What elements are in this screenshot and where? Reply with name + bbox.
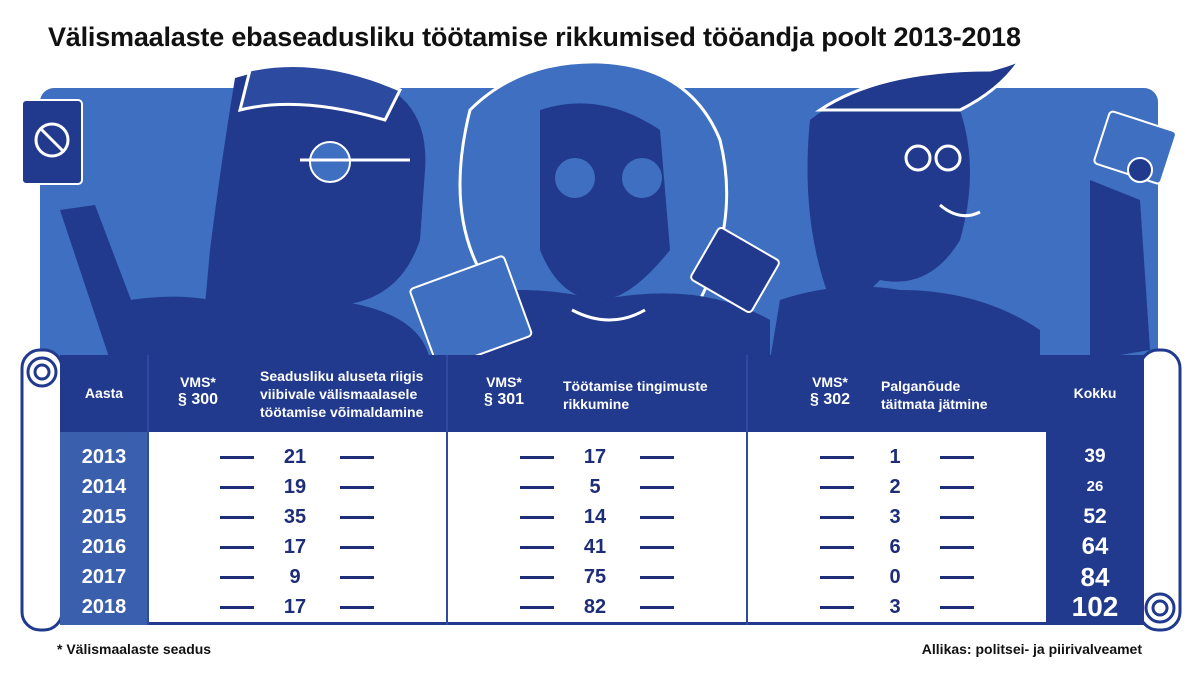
year-cell: 2016 [81, 536, 127, 558]
table-row: 2015 35 14 3 52 [60, 502, 1144, 532]
total-cell: 52 [1083, 505, 1107, 528]
table-row: 2014 19 5 2 26 [60, 472, 1144, 502]
year-cell: 2015 [81, 506, 127, 528]
s300-cell: 35 [283, 506, 307, 528]
woman-glasses-right-icon [622, 158, 662, 198]
source-credit: Allikas: politsei- ja piirivalveamet [921, 641, 1142, 657]
left-person-figure [21, 64, 430, 360]
right-person-figure [770, 56, 1177, 360]
header-s300: VMS* § 300 Seadusliku aluseta riigis vii… [177, 368, 424, 420]
s300-cell: 17 [283, 536, 307, 558]
total-cell: 39 [1084, 446, 1106, 467]
total-cell: 84 [1080, 562, 1110, 592]
scroll-right-end [1138, 348, 1182, 632]
table-row: 2013 21 17 1 39 [60, 442, 1144, 472]
total-cell: 64 [1081, 533, 1109, 560]
s301-cell: 5 [589, 476, 601, 498]
year-cell: 2018 [81, 596, 127, 618]
s302-cell: 1 [889, 446, 901, 468]
no-sign-icon [34, 122, 70, 158]
s301-cell: 75 [583, 566, 607, 588]
header-year: Aasta [84, 385, 124, 401]
header-total: Kokku [1073, 385, 1117, 401]
s300-cell: 19 [283, 476, 307, 498]
header-s302: VMS* § 302 Palganõude täitmata jätmine [809, 374, 988, 412]
middle-person-figure [409, 60, 780, 370]
s302-cell: 0 [889, 566, 901, 588]
s301-cell: 14 [583, 506, 607, 528]
year-column-bg [60, 432, 148, 625]
column-divider [746, 355, 748, 625]
violations-table: Aasta VMS* § 300 Seadusliku aluseta riig… [60, 355, 1144, 625]
year-cell: 2014 [81, 476, 127, 498]
table-row: 2018 17 82 3 102 [60, 592, 1144, 622]
table-row: 2016 17 41 6 64 [60, 532, 1144, 562]
column-divider [446, 355, 448, 625]
table-header [60, 355, 1144, 432]
s302-cell: 3 [889, 506, 901, 528]
s300-cell: 21 [283, 446, 307, 468]
s302-cell: 6 [889, 536, 901, 558]
s301-cell: 17 [583, 446, 607, 468]
money-icon [1093, 110, 1177, 185]
s300-cell: 17 [283, 596, 307, 618]
header-s301: VMS* § 301 Töötamise tingimuste rikkumin… [483, 374, 708, 412]
total-column-bg [1046, 355, 1144, 625]
total-cell: 26 [1086, 478, 1104, 495]
total-cell: 102 [1071, 591, 1119, 622]
page-title: Välismaalaste ebaseadusliku töötamise ri… [48, 22, 1021, 52]
scroll-left-end [20, 348, 64, 632]
column-divider [147, 355, 149, 625]
s301-cell: 41 [583, 536, 607, 558]
s302-cell: 3 [889, 596, 901, 618]
left-glasses-icon [309, 141, 351, 183]
right-glasses-right-icon [934, 144, 962, 172]
footnote: * Välismaalaste seadus [57, 641, 212, 657]
s302-cell: 2 [889, 476, 901, 498]
year-cell: 2013 [81, 446, 127, 468]
s301-cell: 82 [583, 596, 607, 618]
right-glasses-left-icon [904, 144, 932, 172]
document-icon [409, 255, 533, 370]
s300-cell: 9 [289, 566, 301, 588]
table-row: 2017 9 75 0 84 [60, 562, 1144, 592]
woman-glasses-left-icon [555, 158, 595, 198]
year-cell: 2017 [81, 566, 127, 588]
brush-icon [690, 226, 780, 314]
table-body [60, 432, 1144, 625]
euro-icon [1127, 157, 1153, 183]
